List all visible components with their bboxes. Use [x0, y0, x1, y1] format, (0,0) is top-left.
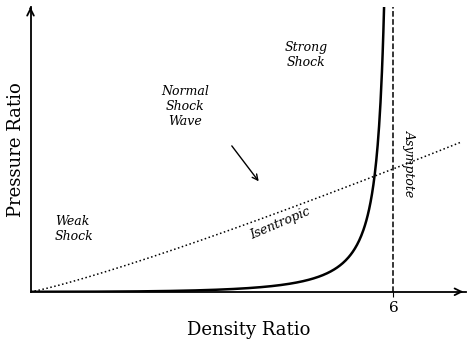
Text: Weak
Shock: Weak Shock	[55, 215, 94, 243]
Text: Strong
Shock: Strong Shock	[284, 41, 327, 69]
Y-axis label: Pressure Ratio: Pressure Ratio	[7, 82, 25, 217]
Text: Isentropic: Isentropic	[248, 205, 313, 242]
Text: Normal
Shock
Wave: Normal Shock Wave	[161, 85, 209, 128]
Text: Asymptote: Asymptote	[403, 130, 416, 197]
X-axis label: Density Ratio: Density Ratio	[186, 321, 310, 339]
